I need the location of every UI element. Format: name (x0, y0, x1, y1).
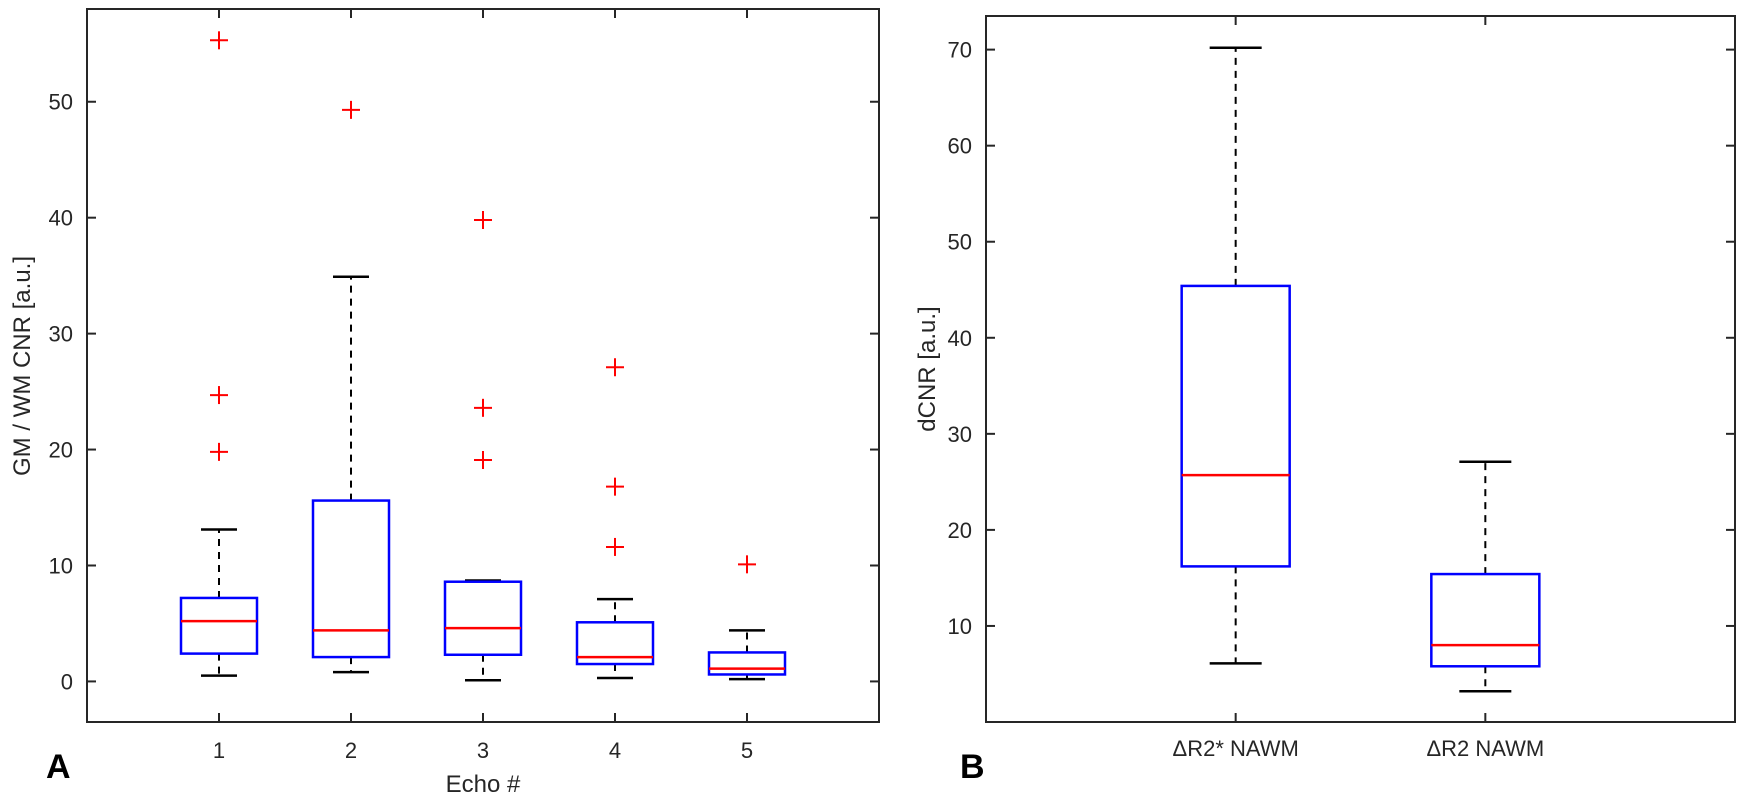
panel-b-box (1180, 284, 1291, 568)
panel-b-box-group-1 (1180, 46, 1291, 665)
panel-b-ytick-label: 10 (948, 614, 972, 639)
panel-b-xtick-label: ΔR2 NAWM (1426, 736, 1544, 761)
panel-a-xlabel: Echo # (446, 771, 521, 798)
panel-b-ytick-label: 20 (948, 518, 972, 543)
panel-b-ytick-label: 50 (948, 230, 972, 255)
panel-a-outlier-marker (210, 442, 228, 461)
panel-a-box-group-4 (575, 358, 655, 680)
panel-a-letter: A (46, 748, 71, 786)
panel-a-outlier-marker (210, 386, 228, 405)
panel-a-outlier-marker (606, 537, 624, 556)
panel-a-box-group-1 (179, 31, 259, 677)
panel-b-ytick-label: 60 (948, 134, 972, 159)
panel-b-ytick-label: 30 (948, 422, 972, 447)
panel-a-outlier-marker (738, 555, 756, 574)
panel-a-ytick-label: 40 (49, 206, 73, 231)
panel-a-xtick-label: 4 (609, 738, 621, 763)
panel-a-xtick-label: 2 (345, 738, 357, 763)
panel-b-ytick-label: 70 (948, 38, 972, 63)
panel-b-xtick-label: ΔR2* NAWM (1173, 736, 1299, 761)
panel-b-box (1430, 572, 1541, 668)
panel-a-xtick-label: 1 (213, 738, 225, 763)
panel-a-outlier-marker (474, 450, 492, 469)
panel-b-axes-frame (985, 15, 1736, 723)
panel-a-ytick-label: 50 (49, 90, 73, 115)
panel-a-box (311, 499, 391, 659)
panel-a-outlier-marker (606, 477, 624, 496)
panel-b-letter: B (960, 748, 985, 786)
panel-a-outlier-marker (474, 211, 492, 230)
panel-a-ytick-label: 10 (49, 553, 73, 578)
panel-a-ytick-label: 30 (49, 322, 73, 347)
panel-b-ylabel: dCNR [a.u.] (914, 306, 941, 431)
panel-b-box-group-2 (1430, 460, 1541, 693)
panel-a-box-group-2 (311, 100, 391, 674)
panel-a-outlier-marker (474, 398, 492, 417)
panel-a-ytick-label: 20 (49, 438, 73, 463)
panel-a-outlier-marker (342, 100, 360, 119)
panel-a-box-group-5 (707, 555, 787, 681)
panel-a-box-group-3 (443, 211, 523, 682)
panel-a-box (443, 580, 523, 657)
panel-a-outlier-marker (210, 31, 228, 50)
panel-b-ytick-label: 40 (948, 326, 972, 351)
panel-a-xtick-label: 3 (477, 738, 489, 763)
panel-a-ytick-label: 0 (61, 669, 73, 694)
panel-a-outlier-marker (606, 358, 624, 377)
panel-a-box (179, 596, 259, 655)
panel-a-box (707, 651, 787, 676)
panel-a-ylabel: GM / WM CNR [a.u.] (9, 256, 36, 476)
panel-a-xtick-label: 5 (741, 738, 753, 763)
